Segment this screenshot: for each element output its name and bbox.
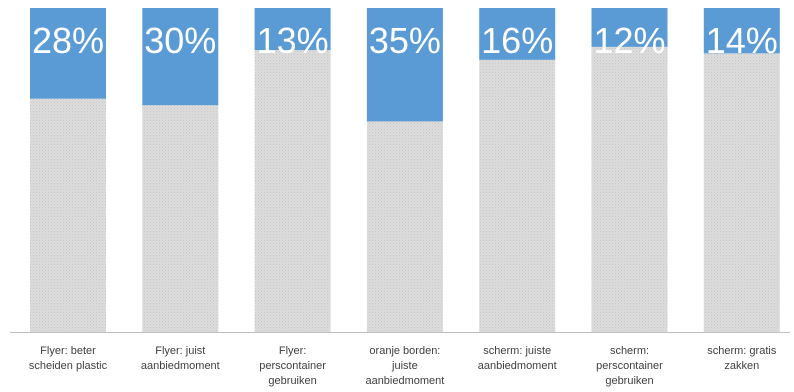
category-label-5: scherm: juiste aanbiedmoment: [478, 345, 557, 372]
category-label-line: Flyer: beter: [40, 345, 96, 357]
category-label-2: Flyer: juist aanbiedmoment: [141, 345, 220, 372]
category-label-line: aanbiedmoment: [141, 360, 220, 372]
data-label-4: 35%: [369, 20, 441, 61]
category-label-6: scherm: perscontainer gebruiken: [596, 345, 663, 387]
bar-value-1: [30, 8, 106, 99]
bar-value-3: [254, 8, 331, 51]
labels-layer: 28% Flyer: beter scheiden plastic 30% Flyer:…: [29, 20, 778, 387]
bar-value-7: [703, 8, 780, 54]
category-label-3: Flyer: perscontainer gebruiken: [259, 345, 326, 387]
data-label-1: 28%: [32, 20, 104, 61]
category-label-line: scheiden plastic: [29, 360, 108, 372]
bar-value-2: [142, 8, 219, 106]
category-label-line: Flyer: juist: [155, 345, 205, 357]
bars-layer: [30, 8, 780, 333]
bar-remainder-2: [142, 105, 219, 332]
category-label-line: gebruiken: [268, 375, 316, 387]
bar-remainder-7: [703, 53, 780, 333]
data-label-6: 12%: [593, 20, 665, 61]
category-label-line: oranje borden:: [369, 345, 440, 357]
category-label-line: aanbiedmoment: [365, 375, 444, 387]
category-label-4: oranje borden: juiste aanbiedmoment: [365, 345, 444, 387]
category-label-line: scherm:: [610, 345, 649, 357]
data-label-2: 30%: [144, 20, 216, 61]
data-label-7: 14%: [706, 20, 778, 61]
bar-value-6: [591, 8, 668, 47]
bar-remainder-4: [366, 121, 443, 333]
category-label-line: scherm: gratis: [707, 345, 777, 357]
category-label-line: juiste: [391, 360, 418, 372]
bar-value-5: [479, 8, 556, 60]
bar-value-4: [366, 8, 443, 122]
data-label-5: 16%: [481, 20, 553, 61]
category-label-line: zakken: [724, 360, 759, 372]
bar-remainder-5: [479, 59, 556, 333]
bar-remainder-6: [591, 46, 668, 332]
category-label-7: scherm: gratis zakken: [707, 345, 777, 372]
bar-remainder-1: [30, 98, 106, 332]
category-label-line: perscontainer: [596, 360, 663, 372]
category-label-line: perscontainer: [259, 360, 326, 372]
category-label-1: Flyer: beter scheiden plastic: [29, 345, 108, 372]
category-label-line: gebruiken: [605, 375, 653, 387]
category-label-line: Flyer:: [279, 345, 307, 357]
category-label-line: aanbiedmoment: [478, 360, 557, 372]
bar-remainder-3: [254, 50, 331, 333]
category-label-line: scherm: juiste: [483, 345, 551, 357]
data-label-3: 13%: [257, 20, 329, 61]
